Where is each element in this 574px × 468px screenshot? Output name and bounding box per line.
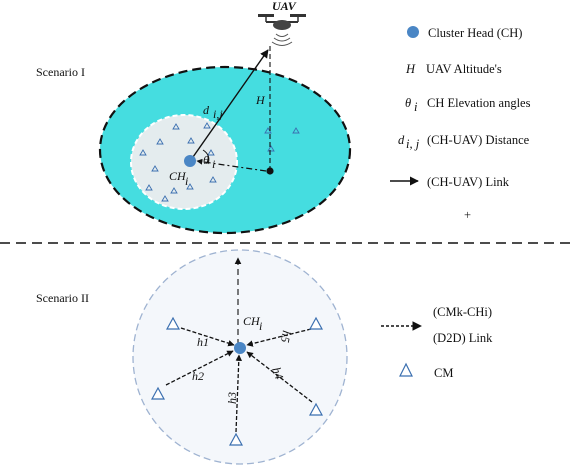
cm-triangle bbox=[151, 165, 159, 172]
cm-triangle bbox=[228, 432, 244, 446]
ch-label-2: CH bbox=[243, 314, 261, 328]
cm-triangle bbox=[172, 123, 180, 130]
legend-theta-text: CH Elevation angles bbox=[427, 96, 531, 110]
cm-triangle bbox=[161, 195, 169, 202]
theta-label: θ bbox=[203, 153, 209, 167]
link-label-h1: h1 bbox=[197, 335, 209, 349]
cluster-head-dot-2 bbox=[234, 342, 246, 354]
legend-altitude-text: UAV Altitude's bbox=[426, 62, 502, 76]
cluster-head-dot bbox=[184, 155, 196, 167]
ch-subscript-2: i bbox=[259, 319, 262, 333]
cm-triangle bbox=[292, 127, 300, 134]
cm-triangle bbox=[207, 149, 215, 156]
legend-cm-text: CM bbox=[434, 366, 453, 380]
uav-label: UAV bbox=[272, 0, 297, 13]
stray-mark: + bbox=[464, 208, 471, 222]
d2d-links bbox=[165, 327, 313, 433]
legend-cluster-head: Cluster Head (CH) bbox=[428, 26, 522, 40]
legend-distance-text: (CH-UAV) Distance bbox=[427, 133, 530, 147]
link-label-h5: h5 bbox=[278, 329, 294, 343]
scenario-1-label: Scenario I bbox=[36, 65, 85, 79]
cm-triangle bbox=[156, 138, 164, 145]
cm-triangle bbox=[145, 184, 153, 191]
cm-triangle bbox=[139, 149, 147, 156]
cm-triangle bbox=[165, 316, 181, 330]
cm-triangle bbox=[267, 145, 275, 152]
d2d-cluster-zone bbox=[132, 249, 348, 465]
scenario-2-cluster-members bbox=[150, 316, 324, 446]
cm-triangle bbox=[150, 386, 166, 400]
theta-subscript: i bbox=[212, 157, 215, 171]
legend-cm-triangle bbox=[399, 362, 413, 377]
link-label-h4: h4 bbox=[269, 365, 286, 381]
link-label-h3: h3 bbox=[225, 392, 239, 404]
scenario-1-cluster-members bbox=[139, 122, 300, 202]
legend-d2d-line2: (D2D) Link bbox=[433, 331, 493, 345]
legend-distance-subscript: i, j bbox=[406, 137, 420, 151]
uav-ground-point bbox=[266, 167, 274, 175]
legend-link-text: (CH-UAV) Link bbox=[427, 175, 510, 189]
distance-subscript: i,j bbox=[213, 107, 223, 121]
ch-subscript: i bbox=[185, 174, 188, 188]
cm-triangle bbox=[186, 183, 194, 190]
cm-triangle bbox=[203, 122, 211, 129]
d2d-link-h3 bbox=[235, 354, 243, 433]
ch-label: CH bbox=[169, 169, 187, 183]
legend-theta-symbol: θ bbox=[405, 96, 411, 110]
d2d-link-h5 bbox=[246, 328, 312, 347]
ch-uav-link bbox=[192, 49, 269, 158]
altitude-label: H bbox=[255, 93, 266, 107]
distance-label: d bbox=[203, 103, 210, 117]
cm-triangle bbox=[209, 176, 217, 183]
elevation-angle-arc bbox=[202, 149, 210, 165]
legend-d2d-line1: (CMk-CHi) bbox=[433, 305, 492, 319]
legend-theta-subscript: i bbox=[414, 100, 418, 114]
scenario-2-label: Scenario II bbox=[36, 291, 89, 305]
cm-triangle bbox=[187, 137, 195, 144]
d2d-link-h1 bbox=[180, 327, 235, 347]
cm-triangle bbox=[170, 187, 178, 194]
cm-triangle bbox=[308, 316, 324, 330]
uav-drone-icon bbox=[258, 14, 306, 46]
legend-altitude-symbol: H bbox=[405, 62, 416, 76]
link-label-h2: h2 bbox=[192, 369, 204, 383]
cluster-zone bbox=[130, 114, 238, 210]
cm-triangle bbox=[308, 402, 324, 416]
d2d-link-h2 bbox=[165, 350, 234, 386]
legend-distance-symbol: d bbox=[398, 133, 405, 147]
d2d-link-h4 bbox=[246, 351, 313, 403]
legend-ch-dot bbox=[407, 26, 419, 38]
